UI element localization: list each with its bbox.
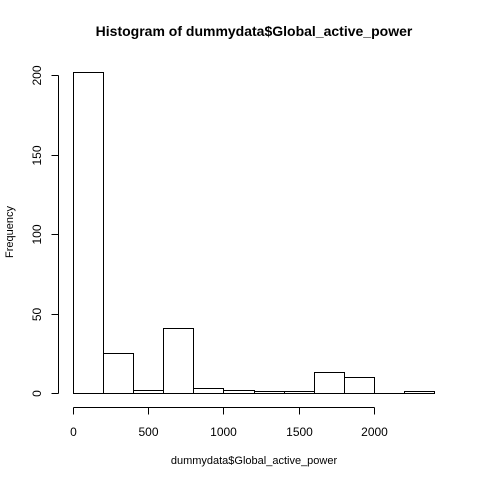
- histogram-bar: [103, 353, 134, 394]
- x-axis-label: dummydata$Global_active_power: [171, 455, 338, 467]
- y-axis: 0 50 100 150 200: [30, 65, 59, 397]
- x-axis: 0 500 1000 1500 2000: [70, 407, 388, 439]
- histogram-bar: [163, 328, 194, 394]
- histogram-bar: [284, 391, 315, 394]
- y-tick-label: 200: [30, 65, 44, 85]
- histogram-bar: [73, 72, 104, 394]
- histogram-bar: [223, 390, 255, 394]
- bars-group: [73, 72, 435, 394]
- x-tick-label: 1000: [210, 425, 237, 439]
- histogram-bar: [314, 372, 345, 394]
- histogram-bar: [344, 377, 375, 394]
- histogram-bar: [254, 391, 285, 394]
- x-tick-label: 1500: [286, 425, 313, 439]
- histogram-bar: [133, 390, 164, 394]
- y-tick-label: 0: [30, 390, 44, 397]
- y-tick-label: 100: [30, 224, 44, 244]
- chart-title: Histogram of dummydata$Global_active_pow…: [96, 23, 413, 39]
- x-tick-label: 2000: [361, 425, 388, 439]
- x-tick-label: 0: [70, 425, 77, 439]
- y-axis-label: Frequency: [4, 206, 16, 258]
- y-tick-label: 150: [30, 145, 44, 165]
- x-tick-label: 500: [138, 425, 158, 439]
- histogram-bar: [404, 391, 435, 394]
- histogram-bar: [193, 388, 224, 394]
- y-tick-label: 50: [30, 308, 44, 322]
